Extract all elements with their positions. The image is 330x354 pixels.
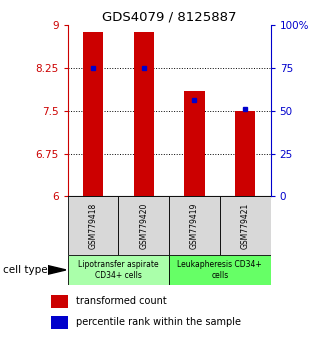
Bar <box>134 32 154 196</box>
Polygon shape <box>48 266 66 274</box>
Text: transformed count: transformed count <box>76 296 167 306</box>
Bar <box>220 196 271 255</box>
Text: GSM779420: GSM779420 <box>139 202 148 249</box>
Bar <box>169 196 220 255</box>
Bar <box>83 32 103 196</box>
Bar <box>51 316 68 329</box>
Text: GSM779418: GSM779418 <box>88 202 98 249</box>
Text: Lipotransfer aspirate
CD34+ cells: Lipotransfer aspirate CD34+ cells <box>78 260 159 280</box>
Text: Leukapheresis CD34+
cells: Leukapheresis CD34+ cells <box>178 260 262 280</box>
Bar <box>235 110 255 196</box>
Text: percentile rank within the sample: percentile rank within the sample <box>76 318 241 327</box>
Bar <box>184 91 205 196</box>
Text: GSM779419: GSM779419 <box>190 202 199 249</box>
Title: GDS4079 / 8125887: GDS4079 / 8125887 <box>102 11 236 24</box>
Bar <box>169 255 271 285</box>
Bar <box>68 196 118 255</box>
Bar <box>68 255 169 285</box>
Text: GSM779421: GSM779421 <box>241 202 250 249</box>
Text: cell type: cell type <box>3 265 48 275</box>
Bar <box>118 196 169 255</box>
Bar <box>51 295 68 308</box>
